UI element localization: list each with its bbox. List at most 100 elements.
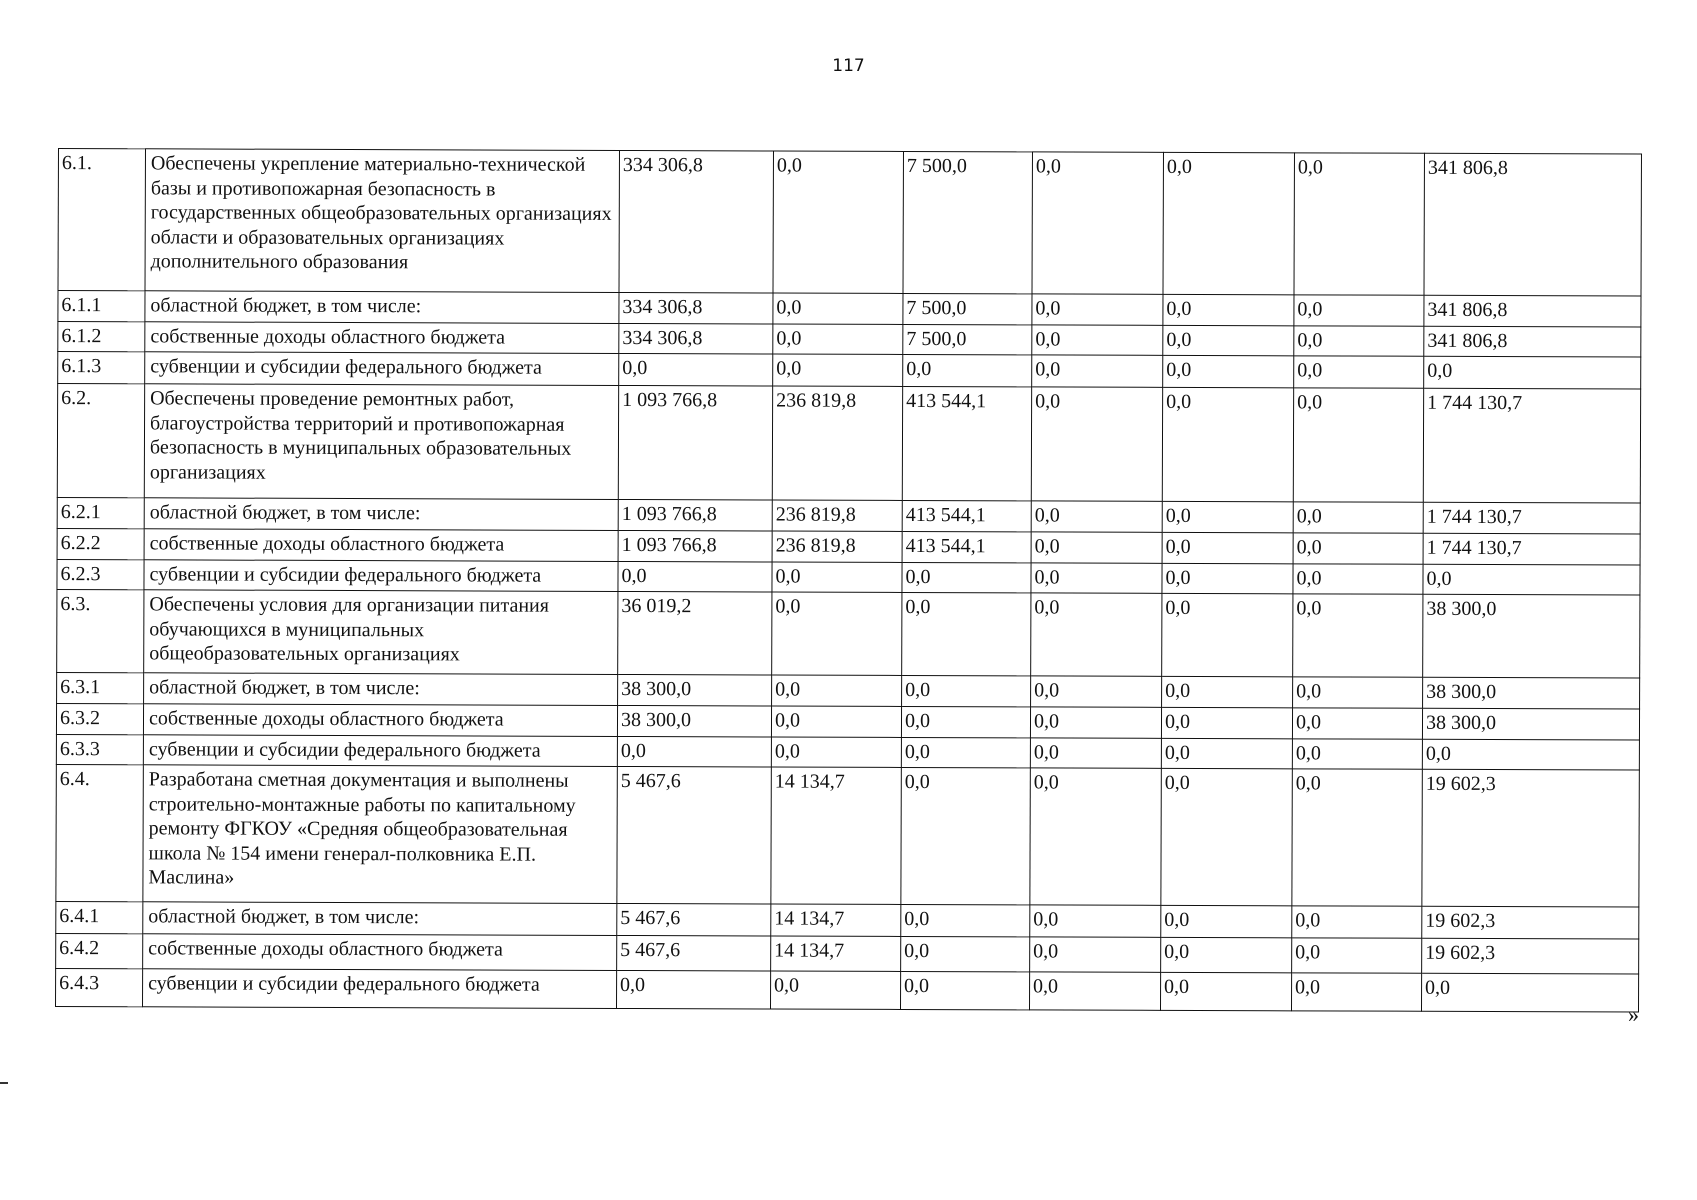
row-value: 0,0 (1031, 324, 1163, 356)
row-value: 0,0 (1029, 936, 1161, 973)
row-value: 0,0 (1031, 531, 1163, 564)
row-value: 0,0 (901, 675, 1031, 707)
row-code: 6.4. (55, 764, 144, 902)
row-value: 0,0 (772, 323, 903, 355)
row-code: 6.4.3 (55, 968, 143, 1007)
row-description: собственные доходы областного бюджета (142, 933, 617, 971)
row-value: 0,0 (1160, 937, 1292, 973)
row-total: 19 602,3 (1421, 938, 1639, 975)
row-code: 6.4.2 (55, 933, 143, 969)
row-code: 6.2.1 (57, 497, 145, 529)
row-value: 0,0 (616, 970, 771, 1009)
row-value: 0,0 (1030, 562, 1163, 594)
row-total: 1 744 130,7 (1423, 502, 1641, 535)
row-total: 341 806,8 (1423, 295, 1641, 328)
row-value: 7 500,0 (902, 151, 1033, 294)
row-value: 0,0 (900, 936, 1030, 972)
row-value: 0,0 (902, 354, 1032, 387)
row-value: 236 819,8 (772, 530, 903, 563)
page-number: 117 (832, 56, 865, 76)
row-value: 0,0 (1162, 355, 1294, 388)
row-total: 1 744 130,7 (1423, 533, 1641, 566)
row-value: 0,0 (1160, 905, 1292, 938)
table-row: 6.4. Разработана сметная документация и в… (55, 764, 1640, 908)
row-value: 5 467,6 (616, 766, 772, 904)
row-value: 0,0 (771, 705, 902, 738)
table-body: 6.1. Обеспечены укрепление материально-те… (55, 148, 1642, 1013)
row-value: 7 500,0 (902, 293, 1032, 325)
row-value: 0,0 (1161, 563, 1294, 594)
row-value: 0,0 (1293, 532, 1424, 565)
table-row: 6.1. Обеспечены укрепление материально-те… (58, 148, 1642, 297)
row-value: 0,0 (1030, 592, 1162, 677)
row-value: 236 819,8 (772, 499, 903, 532)
row-value: 0,0 (1160, 972, 1292, 1011)
row-value: 0,0 (1031, 293, 1163, 326)
row-description: субвенции и субсидии федерального бюджет… (143, 559, 619, 592)
row-code: 6.1. (58, 148, 146, 291)
row-value: 36 019,2 (617, 591, 772, 675)
row-value: 0,0 (1161, 676, 1293, 708)
row-value: 334 306,8 (618, 292, 773, 324)
row-value: 0,0 (1293, 152, 1425, 296)
row-code: 6.1.3 (57, 351, 145, 384)
row-description: областной бюджет, в том числе: (144, 497, 619, 531)
row-value: 0,0 (1292, 707, 1423, 740)
row-value: 0,0 (1161, 707, 1293, 739)
scan-mark (0, 1082, 8, 1084)
row-value: 38 300,0 (617, 674, 772, 706)
row-description: собственные доходы областного бюджета (143, 703, 618, 737)
row-value: 0,0 (1162, 532, 1294, 564)
row-value: 0,0 (771, 561, 903, 593)
row-value: 14 134,7 (770, 766, 902, 905)
row-value: 0,0 (1293, 294, 1424, 327)
row-code: 6.1.1 (57, 290, 146, 322)
row-value: 1 093 766,8 (618, 499, 773, 531)
row-value: 0,0 (1031, 151, 1164, 295)
row-value: 0,0 (1161, 593, 1293, 677)
row-value: 0,0 (901, 706, 1031, 738)
row-value: 1 093 766,8 (618, 530, 773, 562)
row-value: 0,0 (1161, 738, 1293, 769)
row-value: 0,0 (770, 970, 901, 1010)
row-value: 0,0 (772, 292, 903, 325)
row-value: 0,0 (1293, 355, 1424, 389)
row-value: 0,0 (617, 736, 772, 767)
row-code: 6.3.3 (56, 734, 144, 765)
row-description: субвенции и субсидии федерального бюджет… (144, 351, 619, 386)
row-value: 0,0 (1031, 500, 1163, 533)
row-total: 38 300,0 (1422, 594, 1640, 679)
row-total: 38 300,0 (1422, 677, 1640, 710)
row-value: 7 500,0 (902, 324, 1032, 355)
row-code: 6.3. (56, 589, 144, 673)
row-value: 0,0 (1162, 152, 1295, 295)
row-description: Обеспечены условия для организации питан… (143, 589, 618, 675)
row-value: 0,0 (1291, 937, 1422, 974)
row-value: 0,0 (772, 353, 903, 387)
row-value: 0,0 (901, 592, 1031, 676)
row-code: 6.1.2 (57, 321, 145, 352)
row-value: 0,0 (900, 767, 1031, 905)
row-value: 0,0 (900, 904, 1030, 937)
row-value: 14 134,7 (770, 903, 901, 937)
row-value: 0,0 (1162, 294, 1294, 326)
table-row: 6.3. Обеспечены условия для организации п… (56, 589, 1640, 679)
row-description: собственные доходы областного бюджета (144, 528, 619, 562)
row-total: 1 744 130,7 (1423, 388, 1641, 504)
row-description: субвенции и субсидии федерального бюджет… (143, 734, 618, 767)
row-value: 413 544,1 (902, 531, 1032, 563)
row-value: 0,0 (1293, 387, 1424, 503)
row-total: 341 806,8 (1423, 153, 1642, 297)
row-value: 0,0 (1292, 738, 1423, 770)
table-row: 6.2. Обеспечены проведение ремонтных рабо… (57, 383, 1641, 504)
row-value: 0,0 (1291, 768, 1423, 907)
row-value: 0,0 (901, 737, 1031, 768)
row-description: Обеспечены укрепление материально-технич… (145, 148, 620, 293)
row-value: 0,0 (1291, 905, 1422, 939)
row-description: субвенции и субсидии федерального бюджет… (142, 968, 617, 1009)
row-value: 0,0 (1293, 325, 1424, 357)
row-value: 0,0 (1030, 737, 1162, 769)
row-description: Обеспечены проведение ремонтных работ, б… (144, 383, 619, 500)
row-description: областной бюджет, в том числе: (144, 290, 619, 324)
row-total: 0,0 (1422, 739, 1640, 771)
